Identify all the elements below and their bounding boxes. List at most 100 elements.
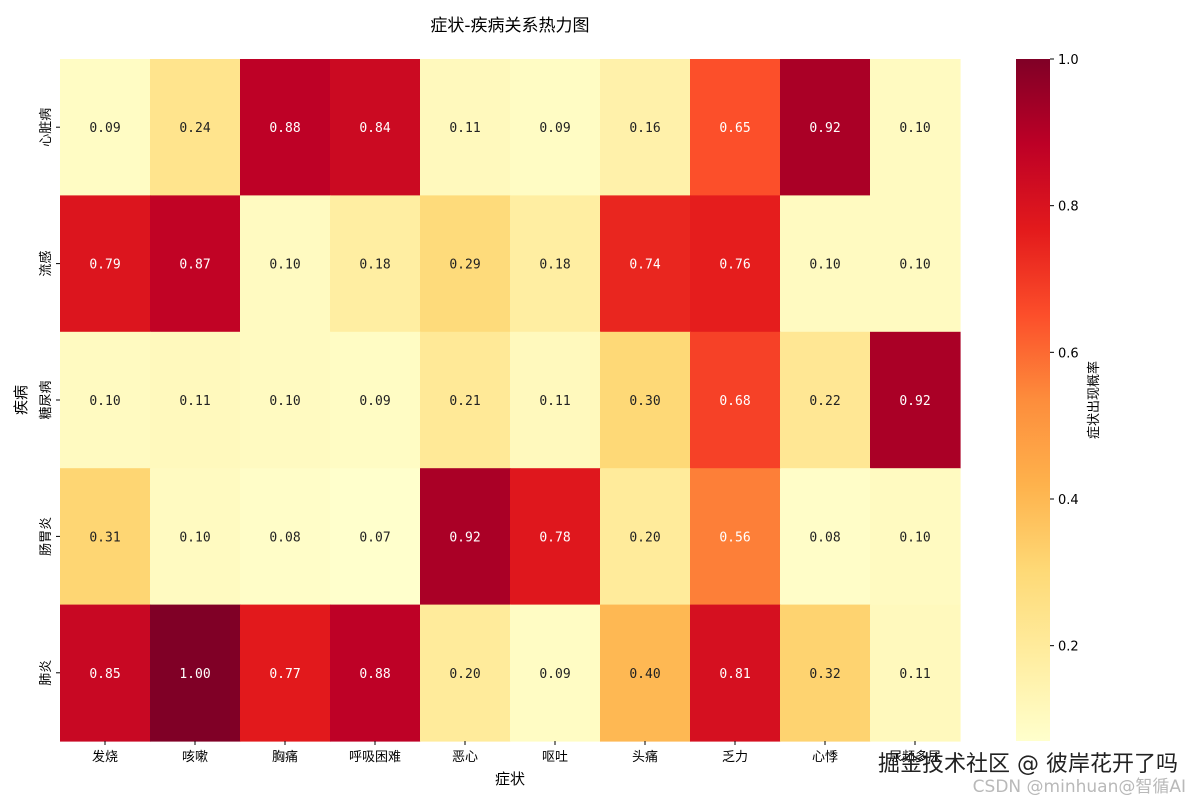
colorbar-title: 症状出现概率 [1086,361,1102,439]
heatmap-cell [150,604,241,742]
heatmap-cell [600,59,691,196]
heatmap-cell [330,195,421,333]
y-axis-title: 疾病 [12,385,30,415]
heatmap-cell-label: 0.11 [539,394,570,409]
colorbar-tick-label: 1.0 [1058,53,1079,68]
heatmap-cell-label: 0.08 [809,530,840,545]
x-tick-label: 胸痛 [272,749,298,765]
heatmap-cell-label: 0.10 [899,258,930,273]
heatmap-cell [510,468,601,606]
heatmap-cell-label: 0.10 [809,258,840,273]
heatmap-cell [150,468,241,606]
heatmap-cell [690,195,781,333]
heatmap-cell [870,59,961,196]
heatmap-cell [870,604,961,742]
heatmap-cell-label: 0.29 [449,258,480,273]
heatmap-cell [780,195,871,333]
y-tick-label: 肺炎 [39,660,54,686]
heatmap-cell [690,59,781,196]
heatmap-cell-label: 0.10 [269,258,300,273]
heatmap-cell-label: 0.84 [359,121,390,136]
heatmap-cell-label: 0.20 [629,530,660,545]
heatmap-cell [510,59,601,196]
heatmap-cell-label: 0.65 [719,121,750,136]
heatmap-cell-label: 0.10 [899,121,930,136]
heatmap-cell [690,468,781,606]
heatmap-cell-label: 0.10 [179,530,210,545]
colorbar-tick-label: 0.4 [1058,493,1079,508]
x-tick-label: 咳嗽 [182,750,208,765]
heatmap-cell-label: 0.09 [539,121,570,136]
heatmap-cell-label: 0.85 [89,667,120,682]
heatmap-cell [510,604,601,742]
heatmap-cell [330,331,421,469]
heatmap-cell [60,468,151,606]
heatmap-cell-label: 0.10 [269,394,300,409]
colorbar-tick-label: 0.6 [1058,346,1079,361]
y-tick-label: 流感 [38,251,54,277]
heatmap-cells: 0.09 0.24 0.88 0.84 0.11 0.09 0.16 0.65 0.92 0.10… [60,59,961,742]
heatmap-cell [150,195,241,333]
heatmap-cell [60,604,151,742]
y-tick-label: 肠胃炎 [39,517,54,556]
heatmap-cell-label: 0.87 [179,258,210,273]
heatmap-cell [600,195,691,333]
heatmap-cell [420,59,511,196]
heatmap-cell-label: 0.92 [449,530,480,545]
heatmap-cell [240,195,331,333]
x-tick-label: 乏力 [722,750,748,765]
heatmap-cell [240,604,331,742]
heatmap-cell [240,468,331,606]
heatmap-cell-label: 0.32 [809,667,840,682]
heatmap-cell-label: 0.68 [719,394,750,409]
colorbar-tick-label: 0.8 [1058,200,1079,215]
heatmap-cell-label: 0.07 [359,530,390,545]
heatmap-cell [780,468,871,606]
heatmap-cell [780,604,871,742]
heatmap-cell [330,59,421,196]
y-tick-label: 糖尿病 [38,380,54,419]
heatmap-cell [690,331,781,469]
heatmap-cell [690,604,781,742]
heatmap-cell [150,59,241,196]
heatmap-cell [60,195,151,333]
heatmap-cell [330,604,421,742]
heatmap-cell [420,604,511,742]
heatmap-cell [870,195,961,333]
watermark-juejin: 掘金技术社区 @ 彼岸花开了吗 [878,752,1178,777]
heatmap-cell [510,331,601,469]
heatmap-cell [150,331,241,469]
x-axis-title: 症状 [495,770,525,788]
heatmap-cell-label: 0.31 [89,530,120,545]
heatmap-cell-label: 0.09 [359,394,390,409]
heatmap-cell [420,195,511,333]
heatmap-cell [780,331,871,469]
heatmap-cell [240,59,331,196]
x-tick-labels: 发烧 咳嗽 胸痛 呼吸困难 恶心 呕吐 头痛 乏力 心悸 尿频多尿 [92,741,941,765]
heatmap-cell [330,468,421,606]
heatmap-cell-label: 0.78 [539,530,570,545]
heatmap-cell-label: 0.74 [629,258,660,273]
x-tick-label: 呼吸困难 [349,750,401,765]
heatmap-cell [60,59,151,196]
heatmap-cell [420,468,511,606]
x-tick-label: 恶心 [452,750,478,765]
heatmap-cell-label: 0.10 [89,394,120,409]
heatmap-cell [870,331,961,469]
heatmap-cell-label: 0.09 [89,121,120,136]
heatmap-cell-label: 0.20 [449,667,480,682]
x-tick-label: 头痛 [632,749,658,765]
heatmap-cell-label: 0.11 [899,667,930,682]
heatmap-cell-label: 0.11 [449,121,480,136]
colorbar [1016,59,1050,741]
colorbar-tick-label: 0.2 [1058,640,1079,655]
heatmap-cell [600,331,691,469]
x-tick-label: 呕吐 [542,750,568,765]
heatmap-cell [510,195,601,333]
heatmap-cell-label: 0.11 [179,394,210,409]
heatmap-cell-label: 0.10 [899,530,930,545]
heatmap-cell [240,331,331,469]
heatmap-cell [420,331,511,469]
heatmap-cell-label: 0.77 [269,667,300,682]
